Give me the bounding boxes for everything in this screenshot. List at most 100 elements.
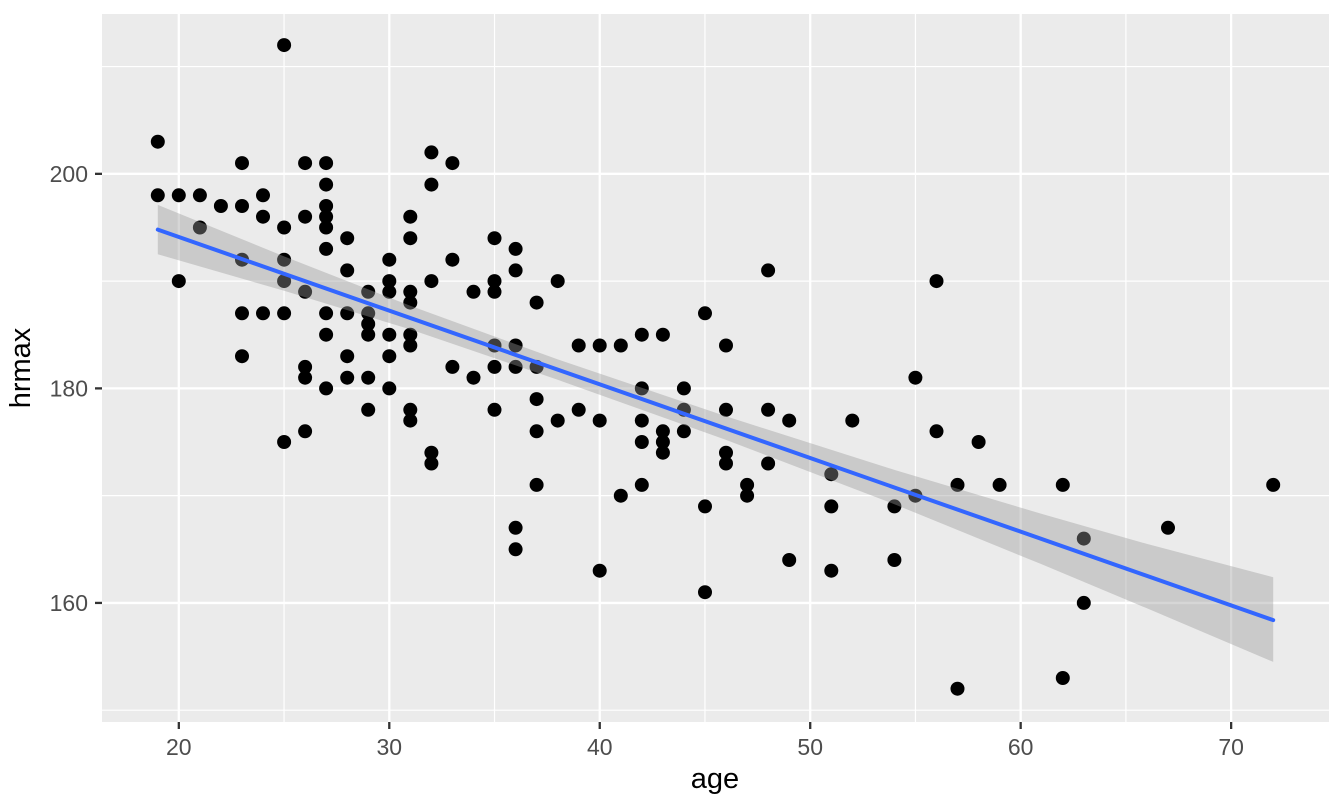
data-point bbox=[361, 370, 376, 385]
data-point bbox=[1266, 477, 1281, 492]
data-point bbox=[908, 370, 923, 385]
data-point bbox=[319, 306, 334, 321]
major-gridlines bbox=[102, 14, 1329, 722]
data-point bbox=[887, 499, 902, 514]
data-point bbox=[319, 199, 334, 213]
data-point bbox=[277, 220, 292, 235]
x-axis-title: age bbox=[691, 763, 739, 795]
data-point bbox=[592, 413, 607, 428]
y-axis-title: hrmax bbox=[5, 327, 37, 408]
data-point bbox=[508, 359, 523, 374]
data-point bbox=[319, 241, 334, 256]
data-point bbox=[192, 188, 207, 203]
data-point bbox=[171, 274, 186, 289]
data-point bbox=[487, 274, 502, 289]
data-point bbox=[929, 424, 944, 439]
data-point bbox=[340, 349, 355, 364]
data-point bbox=[445, 359, 460, 374]
data-point bbox=[213, 199, 228, 213]
x-tick-label: 30 bbox=[376, 734, 402, 760]
data-point bbox=[235, 349, 249, 364]
data-point bbox=[508, 542, 523, 557]
data-point bbox=[634, 381, 649, 396]
data-point bbox=[487, 402, 502, 417]
data-point bbox=[424, 177, 439, 192]
data-point bbox=[298, 370, 313, 385]
data-point bbox=[1055, 477, 1070, 492]
data-point bbox=[1055, 671, 1070, 685]
data-point bbox=[824, 467, 839, 482]
data-points-layer bbox=[150, 38, 1281, 696]
data-point bbox=[403, 284, 418, 299]
regression-line bbox=[155, 227, 1276, 623]
data-point bbox=[361, 306, 376, 321]
data-point bbox=[298, 284, 313, 299]
data-point bbox=[382, 252, 397, 267]
data-point bbox=[424, 145, 439, 160]
data-point bbox=[277, 306, 292, 321]
data-point bbox=[403, 231, 418, 246]
data-point bbox=[382, 284, 397, 299]
data-point bbox=[445, 252, 460, 267]
data-point bbox=[235, 306, 249, 321]
y-tick-label: 200 bbox=[50, 161, 88, 187]
data-point bbox=[1076, 595, 1091, 610]
data-point bbox=[592, 563, 607, 578]
x-tick-label: 20 bbox=[166, 734, 192, 760]
data-point bbox=[277, 38, 292, 53]
data-point bbox=[782, 413, 797, 428]
data-point bbox=[761, 402, 776, 417]
data-point bbox=[340, 370, 355, 385]
data-point bbox=[424, 274, 439, 289]
data-point bbox=[655, 327, 670, 342]
data-point bbox=[424, 456, 439, 471]
data-point bbox=[508, 338, 523, 353]
data-point bbox=[487, 231, 502, 246]
data-point bbox=[150, 134, 165, 149]
data-point bbox=[340, 306, 355, 321]
data-point bbox=[277, 252, 292, 267]
data-point bbox=[719, 456, 733, 471]
data-point bbox=[698, 306, 712, 321]
y-tick-label: 180 bbox=[50, 375, 88, 401]
data-point bbox=[192, 220, 207, 235]
data-point bbox=[466, 370, 481, 385]
x-axis: 20 30 40 50 60 70 bbox=[166, 722, 1244, 760]
data-point bbox=[150, 188, 165, 203]
data-point bbox=[655, 424, 670, 439]
y-tick-label: 160 bbox=[50, 590, 88, 616]
data-point bbox=[634, 413, 649, 428]
data-point bbox=[361, 327, 376, 342]
data-point bbox=[613, 488, 628, 503]
data-point bbox=[487, 359, 502, 374]
data-point bbox=[445, 156, 460, 171]
data-point bbox=[782, 553, 797, 567]
data-point bbox=[340, 231, 355, 246]
data-point bbox=[950, 477, 965, 492]
smooth-layer bbox=[155, 204, 1276, 662]
x-tick-label: 50 bbox=[797, 734, 823, 760]
data-point bbox=[319, 156, 334, 171]
data-point bbox=[277, 435, 292, 449]
data-point bbox=[361, 402, 376, 417]
data-point bbox=[235, 156, 249, 171]
data-point bbox=[740, 488, 755, 503]
data-point bbox=[382, 349, 397, 364]
data-point bbox=[634, 435, 649, 449]
data-point bbox=[592, 338, 607, 353]
data-point bbox=[361, 317, 376, 331]
data-point bbox=[740, 477, 755, 492]
data-point bbox=[319, 209, 334, 224]
data-point bbox=[256, 306, 270, 321]
data-point bbox=[340, 263, 355, 278]
data-point bbox=[550, 413, 565, 428]
data-point bbox=[508, 520, 523, 535]
confidence-ribbon bbox=[157, 204, 1274, 662]
data-point bbox=[655, 445, 670, 460]
data-point bbox=[698, 499, 712, 514]
data-point bbox=[403, 402, 418, 417]
data-point bbox=[508, 263, 523, 278]
data-point bbox=[634, 477, 649, 492]
data-point bbox=[171, 188, 186, 203]
